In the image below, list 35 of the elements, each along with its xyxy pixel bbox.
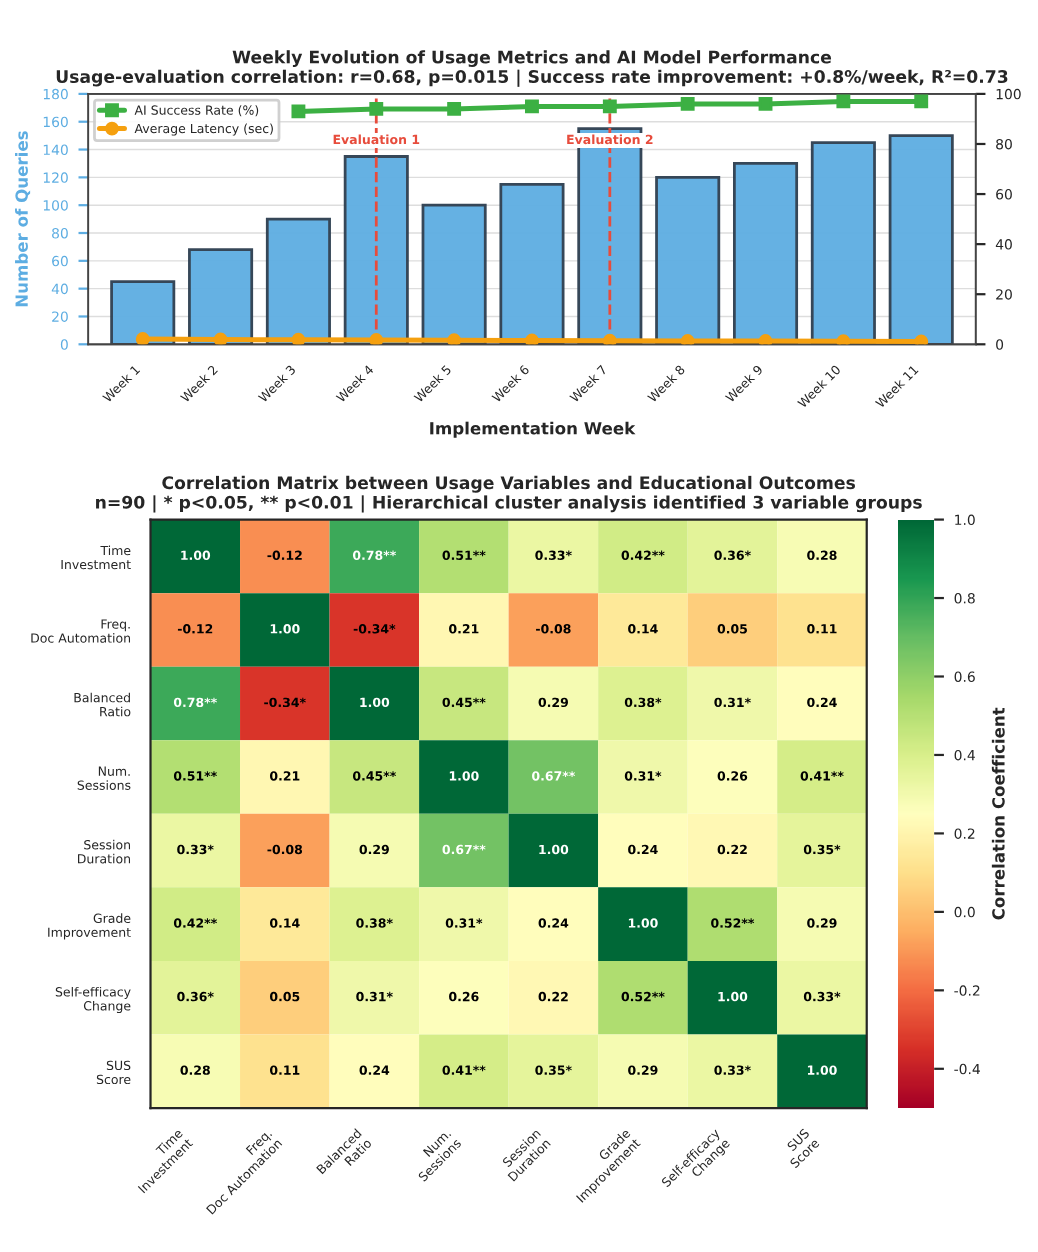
point [525,333,539,345]
point [447,101,462,116]
point [914,94,929,109]
chart-title: Weekly Evolution of Usage Metrics and AI Model Performance [232,50,832,67]
point [213,332,228,345]
point [836,334,851,345]
point [602,333,617,345]
bar [265,217,331,345]
point [447,333,462,345]
bar [188,248,254,345]
point [291,332,306,345]
point [680,96,695,111]
point [525,99,539,114]
bar [655,175,721,345]
chart-subtitle: n=90 | * p<0.05, ** p<0.01 | Hierarchical cluster analysis identified 3 variable groups [96,495,922,513]
point [369,101,384,116]
point [758,334,773,345]
chart-subtitle: Usage-evaluation correlation: r=0.68, p=0.015 | Success rate improvement: +0.8%/week, R²=0.73 [56,69,1008,87]
point [135,332,150,345]
bar [810,141,876,345]
color-bar-title: Correlation Coefficient [991,707,1005,920]
point [758,96,773,111]
point [369,333,384,345]
point [914,334,929,345]
y-axis-title: Number of Queries [15,131,31,307]
bar [733,162,799,345]
point [836,94,851,109]
bar [343,155,409,345]
point [680,334,695,345]
point [602,99,617,114]
x-axis-title: Implementation Week [430,421,636,438]
bar [110,280,176,345]
point [291,104,306,119]
bar [888,134,954,345]
chart-title: Correlation Matrix between Usage Variables and Educational Outcomes [162,475,855,493]
